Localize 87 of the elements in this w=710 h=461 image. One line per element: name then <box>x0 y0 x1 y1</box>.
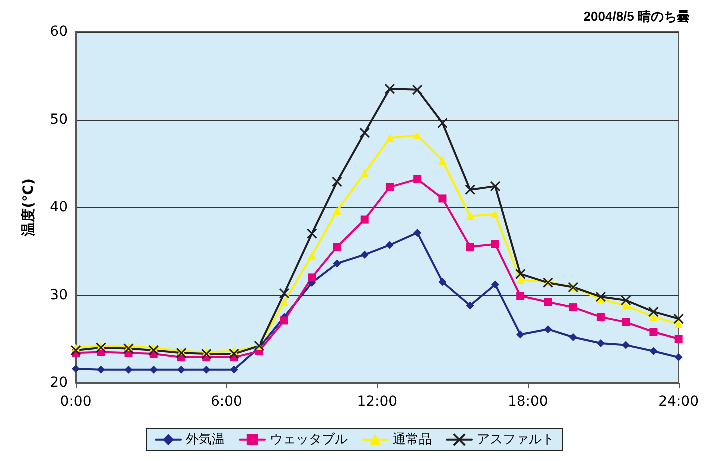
point <box>333 207 342 216</box>
point <box>230 366 238 374</box>
point <box>386 241 394 250</box>
point <box>466 212 474 220</box>
point <box>279 288 290 299</box>
point <box>516 276 525 284</box>
point <box>360 128 370 138</box>
point <box>466 302 474 310</box>
point <box>491 210 500 219</box>
point <box>674 314 684 324</box>
point <box>516 330 525 339</box>
x-tick-label: 18:00 <box>508 394 548 410</box>
point <box>622 302 630 310</box>
point <box>674 320 683 328</box>
point <box>491 280 500 289</box>
point <box>569 333 578 342</box>
point <box>228 348 240 360</box>
point <box>177 366 186 374</box>
point <box>596 292 606 302</box>
y-axis-title: 温度(℃) <box>20 178 37 238</box>
x-tick-label: 12:00 <box>357 394 398 410</box>
point <box>360 216 369 224</box>
point <box>176 348 187 358</box>
point <box>384 84 396 94</box>
x-tick-label: 24:00 <box>658 394 700 410</box>
x-tick-label: 0:00 <box>60 394 92 410</box>
point <box>544 325 552 334</box>
point <box>332 176 342 188</box>
point <box>438 278 447 286</box>
point <box>333 260 342 268</box>
point <box>596 313 605 322</box>
point <box>280 298 288 306</box>
point <box>202 366 211 374</box>
point <box>438 156 447 165</box>
point <box>490 181 501 192</box>
point <box>650 313 658 322</box>
point <box>674 354 683 362</box>
legend-label: 通常品 <box>393 432 432 448</box>
point <box>148 345 160 356</box>
point <box>386 134 394 142</box>
point <box>360 169 369 178</box>
point <box>620 295 632 306</box>
point <box>201 348 212 360</box>
y-tick-label: 40 <box>50 200 68 216</box>
point <box>280 316 288 325</box>
point <box>386 183 394 192</box>
x-tick-label: 6:00 <box>210 394 242 410</box>
point <box>491 240 500 248</box>
point <box>124 366 133 374</box>
point <box>414 228 422 237</box>
point <box>515 268 526 280</box>
point <box>544 298 552 306</box>
y-tick-label: 30 <box>50 287 68 304</box>
legend-label: アスファルト <box>477 432 555 448</box>
y-tick-label: 60 <box>50 24 68 40</box>
point <box>438 194 447 203</box>
point <box>70 345 82 356</box>
legend-label: ウェッタブル <box>270 432 348 448</box>
point <box>466 242 474 251</box>
point <box>333 242 342 251</box>
point <box>437 118 448 129</box>
point <box>412 84 423 96</box>
point <box>674 335 683 344</box>
point <box>306 228 318 240</box>
point <box>569 304 578 312</box>
point <box>150 366 158 374</box>
point <box>465 184 476 196</box>
point <box>516 292 525 300</box>
point <box>308 274 316 282</box>
point <box>96 342 106 354</box>
point <box>622 318 630 326</box>
point <box>97 366 106 374</box>
y-tick-label: 50 <box>50 112 68 128</box>
y-tick-label: 20 <box>50 375 68 391</box>
legend-label: 外気温 <box>186 432 225 448</box>
point <box>650 328 658 336</box>
point <box>596 340 605 348</box>
point <box>648 306 659 318</box>
point <box>72 364 80 373</box>
point <box>308 252 316 260</box>
point <box>414 175 422 184</box>
point <box>414 132 422 140</box>
point <box>360 250 369 259</box>
point <box>650 347 658 356</box>
point <box>123 344 134 354</box>
point <box>622 341 630 350</box>
text: 2004/8/5 晴のち曇 <box>584 9 690 24</box>
